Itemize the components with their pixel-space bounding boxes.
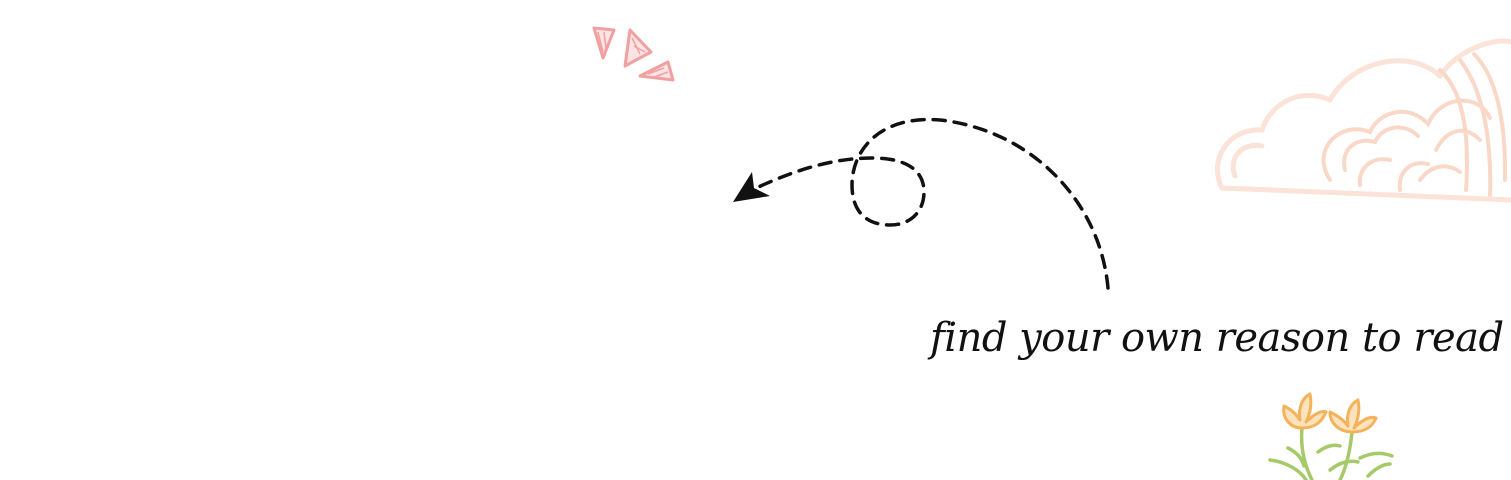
tagline-text: find your own reason to read xyxy=(930,315,1504,361)
